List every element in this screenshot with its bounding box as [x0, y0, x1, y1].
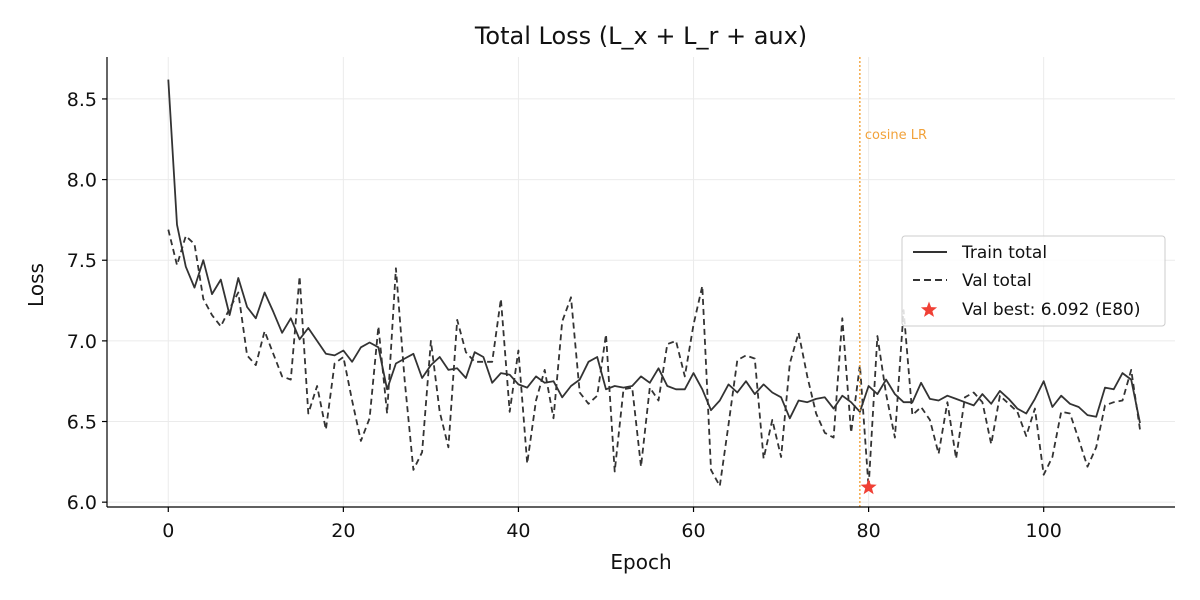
y-tick-label: 7.0 [67, 331, 97, 353]
x-tick-label: 80 [857, 520, 881, 542]
legend-val-label: Val total [962, 271, 1032, 291]
legend: Train total Val total Val best: 6.092 (E… [901, 235, 1166, 327]
cosine-lr-label: cosine LR [865, 128, 927, 143]
legend-star-icon [920, 301, 938, 317]
axes [106, 57, 1175, 508]
legend-best-label: Val best: 6.092 (E80) [962, 300, 1140, 320]
marker-layer [860, 478, 877, 495]
series-line-val-total [167, 229, 1141, 489]
x-tick-label: 40 [506, 520, 530, 542]
ticks: 0 20 40 60 80 100 6.0 6.5 7.0 7.5 8.0 8.5 [67, 89, 1062, 542]
x-tick-label: 100 [1026, 520, 1062, 542]
y-tick-label: 6.0 [67, 492, 97, 514]
chart-title: Total Loss (L_x + L_r + aux) [474, 22, 807, 50]
y-tick-label: 8.5 [67, 89, 97, 111]
y-tick-label: 7.5 [67, 250, 97, 272]
x-axis-label: Epoch [610, 550, 671, 574]
series-layer [167, 79, 1141, 489]
x-tick-label: 20 [331, 520, 355, 542]
x-tick-label: 60 [681, 520, 705, 542]
legend-box [901, 235, 1166, 327]
y-tick-label: 6.5 [67, 412, 97, 434]
val-best-star [860, 478, 877, 495]
vline-layer: cosine LR [859, 57, 927, 507]
series-line-train-total [167, 79, 1141, 424]
y-tick-label: 8.0 [67, 170, 97, 192]
y-axis-label: Loss [24, 263, 48, 307]
x-tick-label: 0 [162, 520, 174, 542]
legend-train-label: Train total [961, 243, 1047, 263]
